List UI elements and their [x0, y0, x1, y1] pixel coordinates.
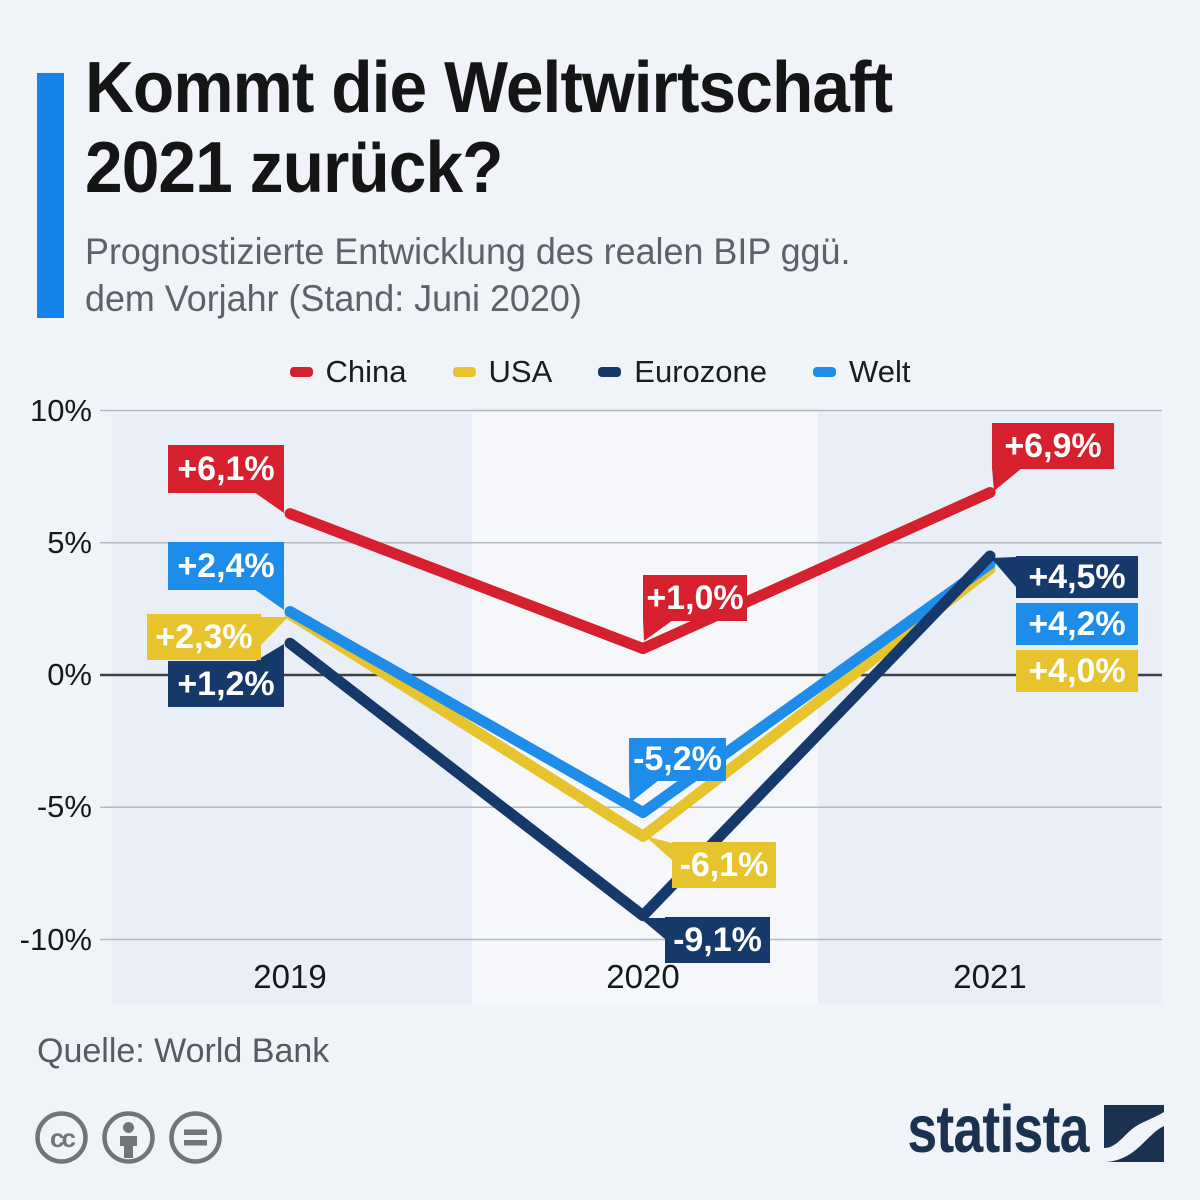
legend-item-eurozone: Eurozone — [598, 354, 767, 390]
chart-legend: China USA Eurozone Welt — [0, 350, 1200, 394]
plot-band-2019 — [112, 411, 472, 1004]
data-label-eurozone-2020: -9,1% — [665, 917, 770, 963]
equal-sign-icon — [169, 1111, 222, 1164]
callout-tail-welt-2019 — [254, 589, 284, 610]
callout-tail-usa-2019 — [261, 617, 288, 645]
data-label-china-2021: +6,9% — [992, 423, 1114, 469]
data-label-usa-2021: +4,0% — [1016, 650, 1138, 692]
y-tick-0%: 0% — [47, 657, 92, 692]
data-label-eurozone-2021: +4,5% — [1016, 556, 1138, 598]
series-line-eurozone — [284, 550, 996, 922]
cc-icon: cc — [35, 1111, 88, 1164]
callout-tail-china-2020 — [643, 620, 673, 641]
series-line-welt — [284, 558, 996, 819]
data-label-welt-2019: +2,4% — [168, 542, 284, 590]
legend-label-china: China — [325, 354, 407, 389]
callout-tail-eurozone-2021 — [991, 557, 1016, 587]
svg-text:cc: cc — [50, 1123, 75, 1153]
statista-logo-mark — [1104, 1105, 1164, 1162]
series-line-china — [284, 486, 996, 655]
y-tick-10%: 10% — [29, 392, 92, 428]
x-tick-2020: 2020 — [606, 958, 680, 995]
callout-tail-eurozone-2019 — [254, 644, 284, 662]
callout-tail-usa-2020 — [645, 836, 672, 860]
data-label-china-2019: +6,1% — [168, 445, 284, 493]
callout-tail-china-2019 — [254, 492, 284, 513]
subtitle-line-2: dem Vorjahr (Stand: Juni 2020) — [85, 278, 582, 319]
data-label-china-2020: +1,0% — [643, 575, 747, 621]
y-tick--10%: -10% — [19, 921, 92, 957]
title-accent-bar — [37, 73, 64, 318]
callout-tail-eurozone-2020 — [640, 918, 665, 939]
plot-band-2020 — [472, 411, 818, 1004]
legend-swatch-welt — [813, 367, 836, 377]
legend-swatch-usa — [452, 367, 476, 377]
legend-label-welt: Welt — [849, 354, 911, 389]
legend-label-usa: USA — [488, 354, 553, 389]
y-tick--5%: -5% — [36, 789, 92, 825]
subtitle-line-1: Prognostizierte Entwicklung des realen B… — [85, 231, 851, 272]
callout-tail-welt-2020 — [629, 780, 659, 803]
page-title: Kommt die Weltwirtschaft 2021 zurück? — [85, 48, 893, 208]
attribution-person-icon — [102, 1111, 155, 1164]
callout-tail-china-2021 — [992, 468, 1022, 491]
statista-logo: statista — [862, 1092, 1164, 1167]
chart-subtitle: Prognostizierte Entwicklung des realen B… — [85, 228, 850, 322]
data-label-usa-2019: +2,3% — [147, 614, 261, 660]
data-label-welt-2021: +4,2% — [1016, 603, 1138, 645]
x-tick-2019: 2019 — [253, 958, 327, 995]
statista-wordmark: statista — [907, 1092, 1090, 1167]
title-line-1: Kommt die Weltwirtschaft — [85, 48, 893, 128]
license-icons: cc — [33, 1109, 224, 1166]
legend-swatch-eurozone — [598, 367, 622, 377]
legend-item-china: China — [289, 354, 407, 390]
y-tick-5%: 5% — [47, 524, 92, 560]
plot-band-2021 — [818, 411, 1162, 1004]
data-label-welt-2020: -5,2% — [629, 738, 726, 781]
data-label-eurozone-2019: +1,2% — [168, 661, 284, 707]
data-label-usa-2020: -6,1% — [672, 842, 776, 888]
legend-item-usa: USA — [452, 354, 553, 390]
legend-swatch-china — [289, 367, 313, 377]
legend-label-eurozone: Eurozone — [634, 354, 767, 389]
title-line-2: 2021 zurück? — [85, 128, 504, 208]
legend-item-welt: Welt — [813, 354, 910, 390]
source-note: Quelle: World Bank — [37, 1032, 330, 1070]
series-line-usa — [284, 563, 996, 842]
x-tick-2021: 2021 — [953, 958, 1027, 995]
